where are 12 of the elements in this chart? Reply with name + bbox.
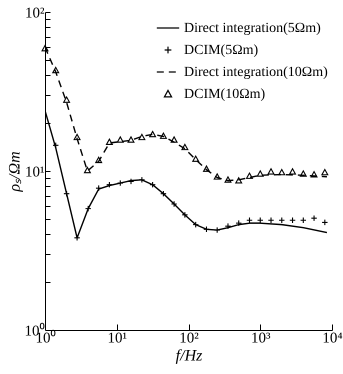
y-tick-label: 10² (25, 6, 45, 22)
legend-label: Direct integration(10Ωm) (184, 65, 328, 80)
legend-label: Direct integration(5Ωm) (184, 21, 322, 36)
y-axis-title: ρₛ/Ωm (6, 151, 24, 193)
y-tick-label: 10¹ (25, 164, 44, 180)
x-tick-label: 10¹ (108, 330, 127, 346)
x-tick-label: 10⁴ (322, 330, 343, 346)
legend-label: DCIM(5Ωm) (184, 43, 259, 58)
x-axis-title: f/Hz (176, 348, 204, 364)
x-tick-label: 10² (179, 330, 200, 346)
legend-label: DCIM(10Ωm) (184, 87, 266, 102)
x-tick-label: 10³ (251, 330, 271, 346)
